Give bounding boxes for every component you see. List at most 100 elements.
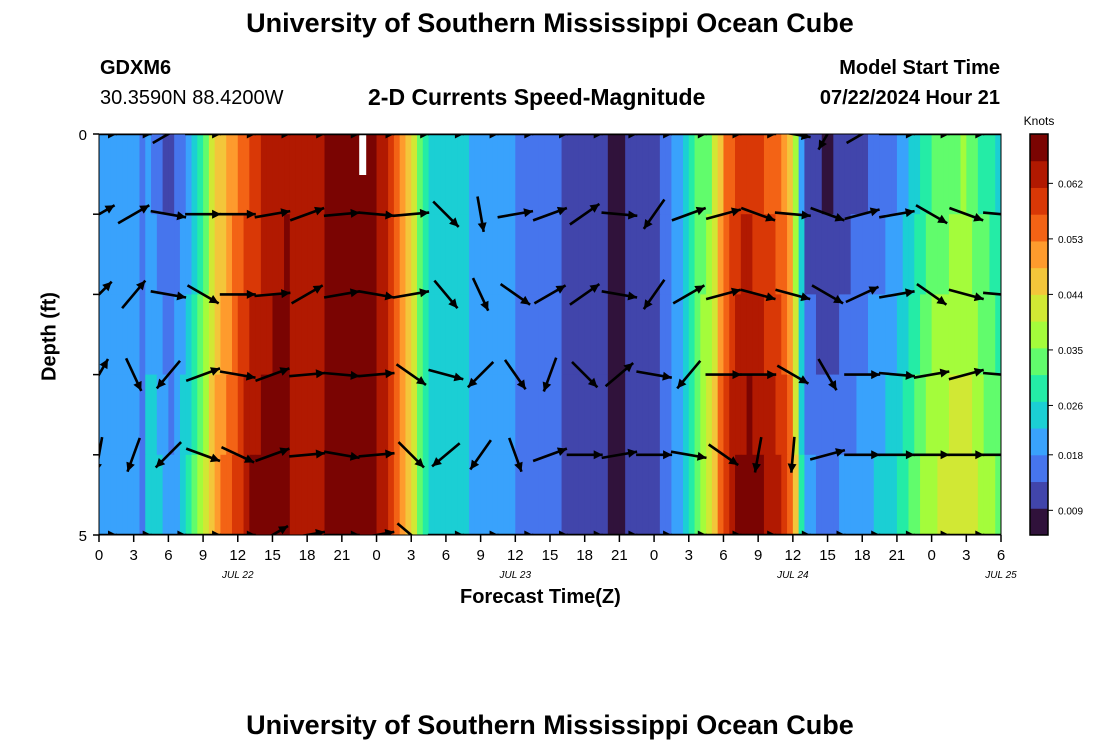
current-vector [982, 291, 1001, 296]
current-vector [774, 530, 811, 535]
heatmap-cell [550, 134, 557, 215]
colorbar-tick-label: 0.053 [1058, 235, 1083, 246]
current-vector [705, 207, 742, 221]
heatmap-cell [931, 454, 938, 535]
heatmap-cell [596, 374, 603, 456]
heatmap-cell [642, 454, 649, 535]
current-vector [150, 209, 187, 221]
heatmap-cell [671, 134, 678, 215]
heatmap-cell [411, 374, 418, 456]
x-tick-label: 3 [685, 547, 693, 564]
heatmap-cell [798, 294, 806, 376]
vector-arrowhead [312, 285, 323, 294]
heatmap-cell [417, 214, 424, 295]
heatmap-cell [191, 294, 198, 376]
vector-arrowhead [663, 134, 673, 139]
current-vector [393, 288, 430, 299]
heatmap-cell [584, 454, 592, 535]
heatmap-cell [307, 374, 314, 456]
vector-arrowhead [677, 378, 687, 389]
heatmap-cell [671, 294, 678, 376]
heatmap-cell [469, 134, 476, 215]
heatmap-cell [706, 374, 713, 456]
heatmap-cell [388, 294, 395, 376]
current-vector [878, 134, 915, 139]
heatmap-cell [341, 294, 349, 376]
heatmap-cell [995, 374, 1001, 456]
vector-arrowhead [246, 289, 256, 299]
vector-arrowhead [663, 450, 673, 460]
heatmap-cell [486, 134, 493, 215]
heatmap-cell [654, 294, 661, 376]
heatmap-cell [145, 374, 152, 456]
heatmap-cell [752, 134, 759, 215]
vector-arrowhead [1010, 211, 1019, 220]
heatmap-cell [902, 214, 910, 295]
y-tick-label: 5 [79, 528, 87, 545]
vector-arrowhead [694, 285, 705, 294]
heatmap-cell [538, 294, 545, 376]
heatmap-cell [226, 374, 233, 456]
current-vector [219, 209, 256, 219]
current-vector [507, 437, 523, 473]
heatmap-cell [399, 294, 407, 376]
heatmap-cell [104, 454, 112, 535]
heatmap-cell [469, 294, 476, 376]
heatmap-cell [648, 454, 655, 535]
heatmap-cell [405, 374, 412, 456]
vector-arrowhead [432, 457, 442, 467]
heatmap-cell [440, 134, 447, 215]
heatmap-cell [203, 134, 210, 215]
heatmap-cell [810, 374, 817, 456]
vector-arrowhead [470, 459, 480, 470]
heatmap-cell [110, 294, 117, 376]
heatmap-cell [798, 374, 806, 456]
current-vector [497, 134, 534, 139]
vector-arrowhead [828, 380, 837, 391]
heatmap-cell [844, 134, 852, 215]
heatmap-cell [567, 294, 574, 376]
heatmap-cell [711, 454, 719, 535]
heatmap-cell [717, 374, 725, 456]
heatmap-cell [550, 214, 557, 295]
current-vector [323, 208, 360, 218]
heatmap-cell [486, 454, 493, 535]
current-vector [636, 530, 673, 535]
heatmap-cell [99, 214, 106, 295]
heatmap-cell [943, 454, 950, 535]
current-vector [809, 530, 846, 535]
heatmap-cell [781, 214, 788, 295]
current-vector [185, 209, 222, 219]
heatmap-cell [104, 374, 112, 456]
vector-arrowhead [514, 461, 523, 472]
heatmap-cell [723, 374, 730, 456]
vector-shaft [152, 134, 172, 145]
heatmap-cell [521, 374, 528, 456]
heatmap-cell [122, 294, 129, 376]
heatmap-cell [526, 214, 534, 295]
heatmap-cell [763, 294, 771, 376]
heatmap-cell [648, 374, 655, 456]
x-tick-label: 18 [854, 547, 871, 564]
heatmap-cell [162, 294, 169, 376]
heatmap-cell [798, 214, 806, 295]
current-vector [636, 450, 673, 460]
heatmap-cell [810, 214, 817, 295]
current-vector [566, 530, 603, 535]
heatmap-cell [555, 294, 563, 376]
current-vector [497, 208, 534, 219]
heatmap-cell [555, 214, 563, 295]
heatmap-cell [457, 294, 464, 376]
current-vector [982, 211, 1019, 220]
heatmap-cell [682, 214, 690, 295]
heatmap-cell [769, 294, 777, 376]
x-tick-label: 15 [542, 547, 559, 564]
vector-arrowhead [905, 370, 915, 380]
heatmap-cell [954, 454, 962, 535]
heatmap-cell [353, 374, 360, 456]
current-vector [358, 210, 395, 220]
heatmap-cell [630, 454, 638, 535]
heatmap-cell [324, 294, 331, 376]
heatmap-cell [625, 214, 632, 295]
